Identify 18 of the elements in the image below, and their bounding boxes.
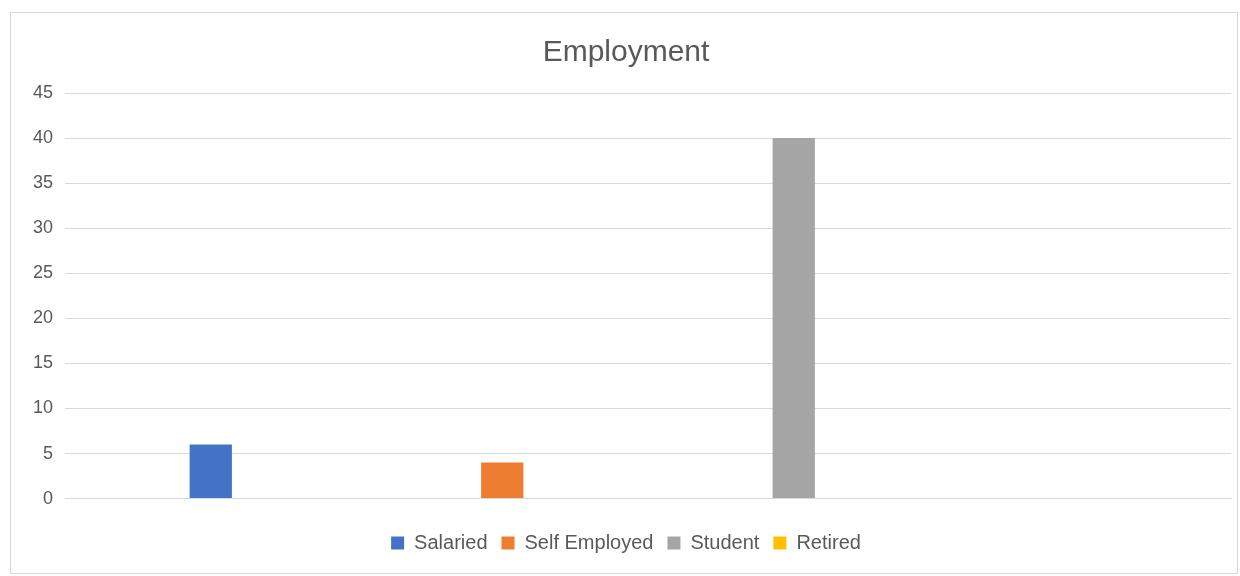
y-tick-label: 15	[32, 352, 54, 373]
y-tick-label: 30	[32, 217, 54, 238]
bar	[772, 138, 815, 499]
y-tick-label: 45	[32, 81, 54, 102]
y-tick-label: 10	[32, 397, 54, 418]
legend-label: Student	[690, 530, 760, 553]
legend-label: Retired	[796, 530, 861, 553]
y-tick-label: 25	[32, 262, 54, 283]
y-tick-label: 20	[32, 307, 54, 328]
legend-label: Salaried	[414, 530, 488, 553]
legend-label: Self Employed	[524, 530, 654, 553]
y-tick-label: 5	[43, 442, 54, 463]
bar	[481, 462, 524, 499]
bar	[189, 444, 232, 499]
y-tick-label: 40	[32, 127, 54, 148]
y-tick-label: 0	[43, 487, 54, 508]
y-tick-label: 35	[32, 172, 54, 193]
chart-title: Employment	[542, 34, 711, 68]
